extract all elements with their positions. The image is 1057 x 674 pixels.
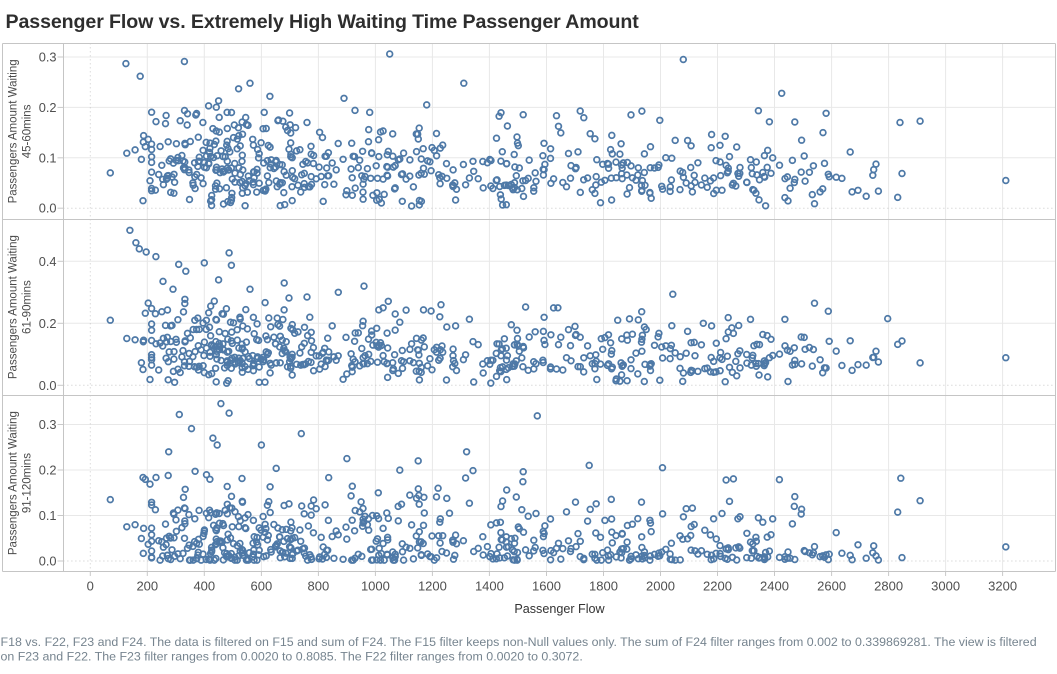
svg-text:3200: 3200	[988, 579, 1017, 594]
svg-text:0.2: 0.2	[39, 463, 57, 478]
svg-text:400: 400	[193, 579, 215, 594]
svg-text:F18 vs. F22, F23 and F24. The: F18 vs. F22, F23 and F24. The data is fi…	[1, 635, 1037, 649]
svg-text:0.2: 0.2	[39, 100, 57, 115]
svg-text:1400: 1400	[475, 579, 504, 594]
svg-text:0: 0	[87, 579, 94, 594]
svg-text:0.4: 0.4	[39, 254, 57, 269]
svg-text:1000: 1000	[361, 579, 390, 594]
svg-text:0.0: 0.0	[39, 201, 57, 216]
svg-text:0.3: 0.3	[39, 50, 57, 65]
svg-text:200: 200	[136, 579, 158, 594]
svg-text:45-60mins: 45-60mins	[22, 104, 34, 158]
svg-text:2600: 2600	[817, 579, 846, 594]
svg-text:on F23 and F22. The F23 filter: on F23 and F22. The F23 filter ranges fr…	[1, 649, 583, 663]
svg-text:0.0: 0.0	[39, 378, 57, 393]
svg-text:91-120mins: 91-120mins	[22, 453, 34, 513]
svg-text:0.1: 0.1	[39, 150, 57, 165]
svg-text:61-90mins: 61-90mins	[22, 280, 34, 334]
svg-text:0.1: 0.1	[39, 508, 57, 523]
svg-text:2800: 2800	[874, 579, 903, 594]
svg-text:2200: 2200	[703, 579, 732, 594]
svg-text:0.2: 0.2	[39, 316, 57, 331]
svg-text:2000: 2000	[646, 579, 675, 594]
svg-text:0.3: 0.3	[39, 417, 57, 432]
svg-text:Passengers Amount Waiting: Passengers Amount Waiting	[8, 59, 20, 203]
svg-text:600: 600	[251, 579, 273, 594]
svg-text:1800: 1800	[589, 579, 618, 594]
svg-text:Passengers Amount Waiting: Passengers Amount Waiting	[8, 411, 20, 555]
svg-text:1600: 1600	[532, 579, 561, 594]
svg-text:1200: 1200	[418, 579, 447, 594]
svg-text:2400: 2400	[760, 579, 789, 594]
svg-text:0.0: 0.0	[39, 554, 57, 569]
svg-text:Passenger Flow vs. Extremely H: Passenger Flow vs. Extremely High Waitin…	[6, 11, 640, 33]
svg-text:800: 800	[308, 579, 330, 594]
svg-text:Passengers Amount Waiting: Passengers Amount Waiting	[8, 235, 20, 379]
svg-text:3000: 3000	[931, 579, 960, 594]
svg-text:Passenger Flow: Passenger Flow	[514, 602, 605, 616]
